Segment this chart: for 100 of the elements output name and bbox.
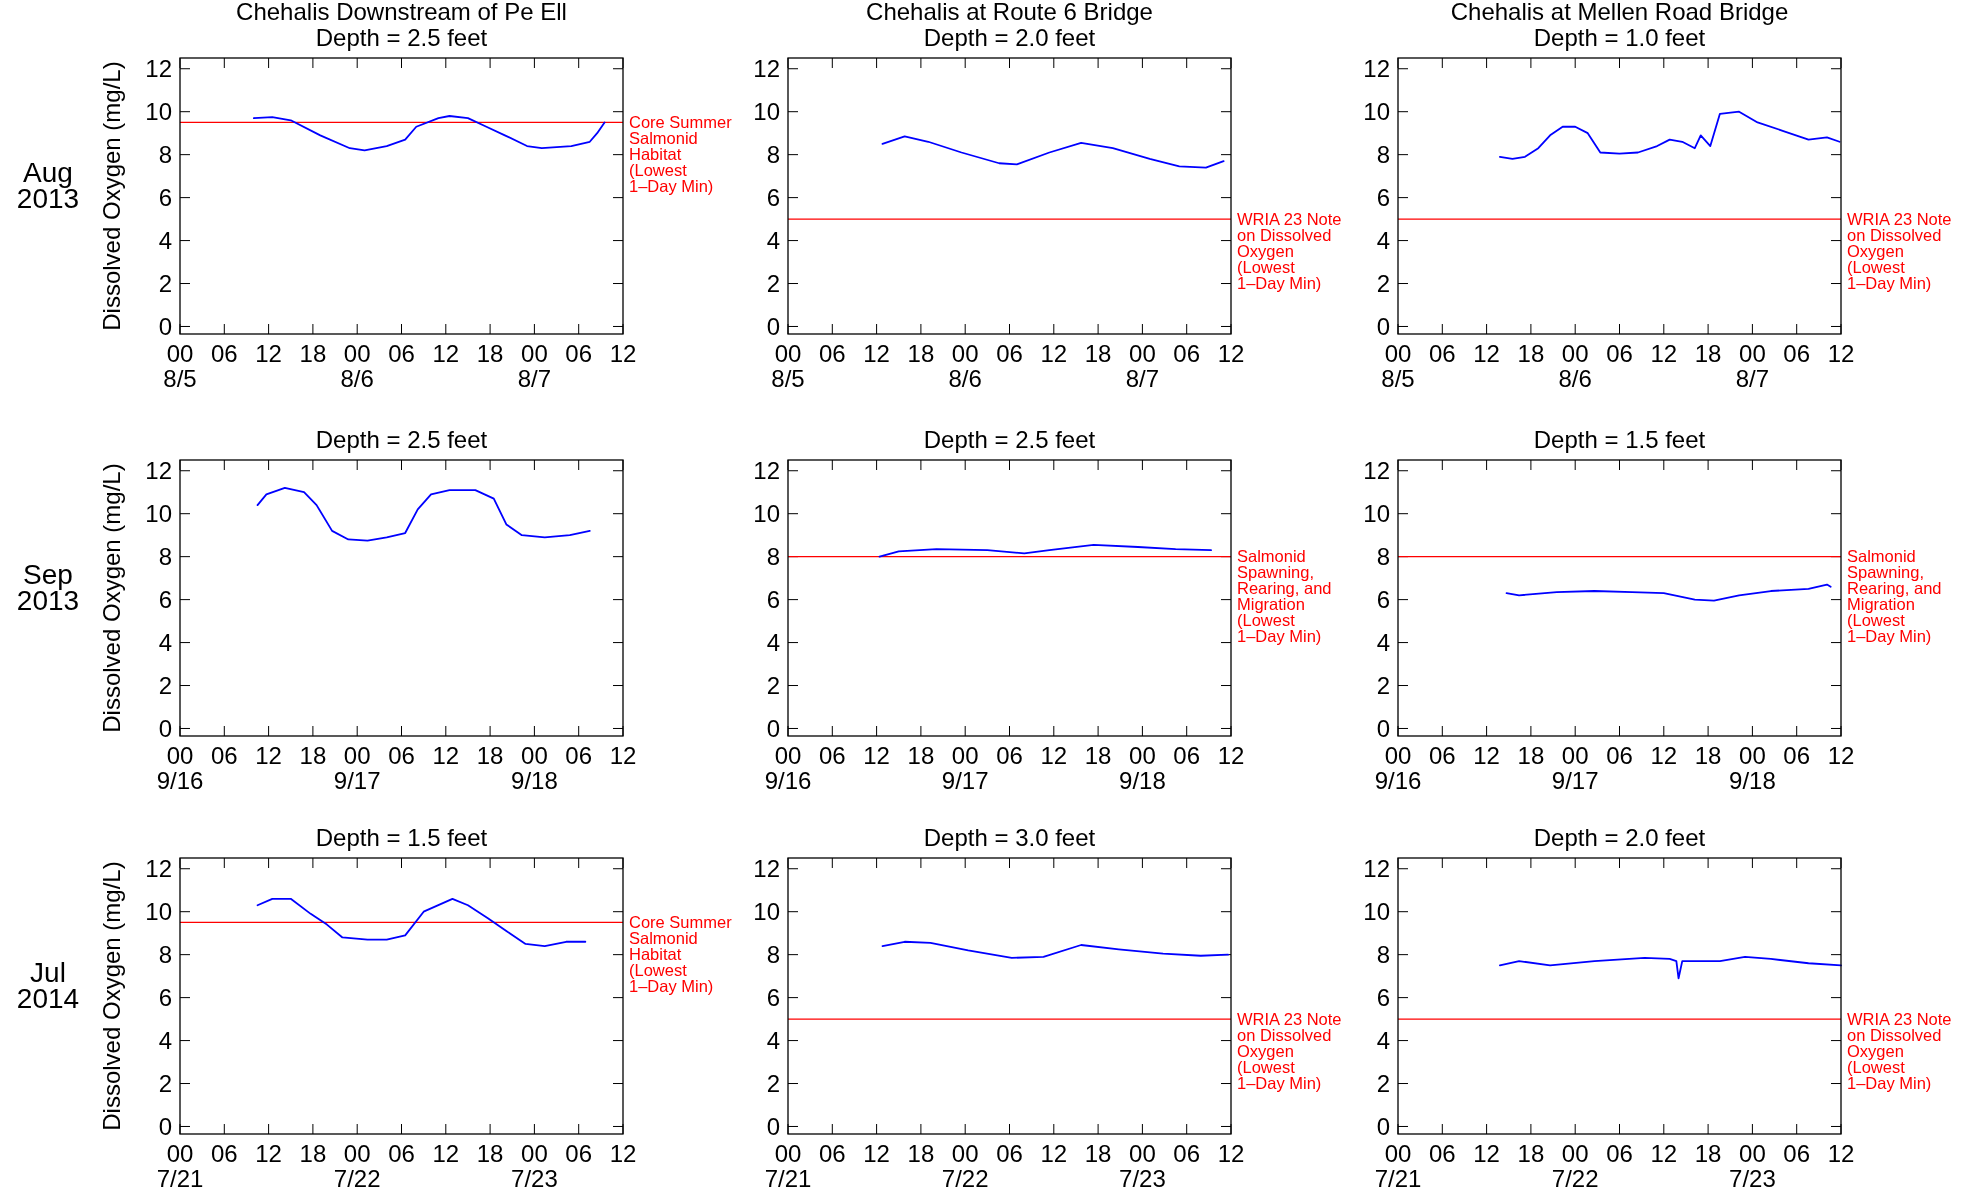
x-tick-label: 18 — [476, 340, 504, 367]
x-tick-label: 06 — [1428, 742, 1456, 769]
x-tick-label: 06 — [1783, 742, 1811, 769]
y-tick-label: 6 — [1376, 184, 1390, 212]
x-tick-label: 06 — [388, 1140, 415, 1167]
x-tick-label: 00 8/7 — [1735, 340, 1770, 392]
y-tick-label: 6 — [766, 586, 780, 614]
x-tick-label: 00 8/6 — [340, 340, 374, 392]
x-tick-label: 12 — [255, 340, 282, 367]
y-tick-label: 8 — [766, 141, 780, 169]
y-tick-label: 2 — [158, 671, 172, 699]
y-tick-label: 12 — [753, 855, 780, 883]
x-tick-label: 06 — [565, 1140, 593, 1167]
x-tick-label: 18 — [907, 340, 935, 367]
x-tick-label: 12 — [1827, 1140, 1855, 1167]
chart-title: Depth = 1.5 feet — [315, 824, 488, 851]
y-tick-label: 8 — [766, 543, 780, 571]
line-series — [256, 897, 587, 947]
x-tick-label: 06 — [1606, 340, 1633, 367]
y-tick-label: 10 — [145, 500, 172, 528]
x-tick-label: 18 — [1084, 340, 1112, 367]
x-tick-label: 00 8/5 — [1381, 340, 1415, 392]
y-tick-label: 6 — [1376, 586, 1390, 614]
chart-subtitle: Depth = 2.0 feet — [923, 24, 1096, 51]
x-tick-label: 18 — [476, 1140, 504, 1167]
y-tick-label: 0 — [1376, 1112, 1390, 1140]
x-tick-label: 06 — [818, 1140, 846, 1167]
x-tick-label: 00 7/22 — [941, 1140, 989, 1192]
x-tick-label: 06 — [565, 742, 593, 769]
line-series — [881, 135, 1225, 169]
x-tick-label: 06 — [210, 742, 238, 769]
x-tick-label: 12 — [432, 340, 460, 367]
y-tick-label: 4 — [158, 226, 172, 254]
chart-title: Chehalis at Mellen Road Bridge — [1450, 0, 1789, 25]
y-tick-label: 4 — [766, 628, 780, 656]
x-tick-label: 12 — [1650, 1140, 1678, 1167]
x-tick-label: 12 — [1217, 742, 1245, 769]
x-tick-label: 00 7/22 — [1551, 1140, 1599, 1192]
y-tick-label: 12 — [753, 55, 780, 83]
y-tick-label: 10 — [1363, 98, 1390, 126]
x-tick-label: 18 — [907, 1140, 935, 1167]
y-tick-label: 8 — [158, 941, 172, 969]
x-tick-label: 18 — [299, 742, 327, 769]
x-tick-label: 12 — [432, 1140, 460, 1167]
y-tick-label: 10 — [753, 98, 780, 126]
y-axis-title: Dissolved Oxygen (mg/L) — [98, 861, 125, 1131]
x-tick-label: 00 7/21 — [1374, 1140, 1422, 1192]
y-axis-title: Dissolved Oxygen (mg/L) — [98, 463, 125, 733]
chart-subtitle: Depth = 2.5 feet — [315, 24, 488, 51]
y-tick-label: 0 — [766, 312, 780, 340]
chart-title: Depth = 2.5 feet — [923, 426, 1096, 453]
x-tick-label: 12 — [609, 340, 637, 367]
y-tick-label: 10 — [753, 898, 780, 926]
x-tick-label: 12 — [1473, 1140, 1500, 1167]
x-tick-label: 06 — [996, 742, 1023, 769]
y-tick-label: 8 — [158, 543, 172, 571]
chart-title: Depth = 3.0 feet — [923, 824, 1096, 851]
y-tick-label: 6 — [158, 984, 172, 1012]
line-series — [1498, 110, 1841, 160]
x-tick-label: 06 — [1173, 742, 1201, 769]
x-tick-label: 06 — [996, 340, 1023, 367]
x-tick-label: 12 — [863, 1140, 890, 1167]
x-tick-label: 00 7/23 — [1119, 1140, 1166, 1192]
x-tick-label: 00 8/6 — [948, 340, 982, 392]
y-tick-label: 4 — [1376, 1026, 1390, 1054]
y-tick-label: 8 — [158, 141, 172, 169]
y-tick-label: 6 — [766, 184, 780, 212]
x-tick-label: 00 7/23 — [1729, 1140, 1776, 1192]
y-tick-label: 4 — [766, 1026, 780, 1054]
x-tick-label: 18 — [299, 1140, 327, 1167]
y-tick-label: 0 — [1376, 312, 1390, 340]
y-tick-label: 2 — [1376, 269, 1390, 297]
y-tick-label: 10 — [1363, 500, 1390, 528]
x-tick-label: 06 — [210, 340, 238, 367]
x-tick-label: 00 9/16 — [1374, 742, 1422, 794]
x-tick-label: 18 — [476, 742, 504, 769]
y-tick-label: 2 — [766, 671, 780, 699]
x-tick-label: 06 — [388, 742, 415, 769]
y-tick-label: 2 — [766, 1069, 780, 1097]
y-tick-label: 0 — [158, 312, 172, 340]
x-tick-label: 00 7/22 — [333, 1140, 381, 1192]
line-series — [1498, 955, 1842, 980]
y-tick-label: 0 — [766, 1112, 780, 1140]
x-tick-label: 06 — [565, 340, 593, 367]
x-tick-label: 00 8/5 — [771, 340, 805, 392]
x-tick-label: 18 — [1694, 742, 1722, 769]
y-tick-label: 0 — [158, 714, 172, 742]
line-series — [252, 115, 606, 152]
x-tick-label: 12 — [1040, 742, 1068, 769]
x-tick-label: 12 — [255, 1140, 282, 1167]
x-tick-label: 12 — [1217, 340, 1245, 367]
x-tick-label: 00 9/18 — [511, 742, 558, 794]
line-series — [1505, 583, 1832, 602]
x-tick-label: 06 — [1606, 1140, 1633, 1167]
y-tick-label: 4 — [766, 226, 780, 254]
y-tick-label: 10 — [145, 98, 172, 126]
y-tick-label: 6 — [1376, 984, 1390, 1012]
ref-line-label: Core Summer Salmonid Habitat (Lowest 1–Day Min) — [629, 113, 733, 196]
x-tick-label: 18 — [1084, 742, 1112, 769]
x-tick-label: 12 — [1827, 340, 1855, 367]
